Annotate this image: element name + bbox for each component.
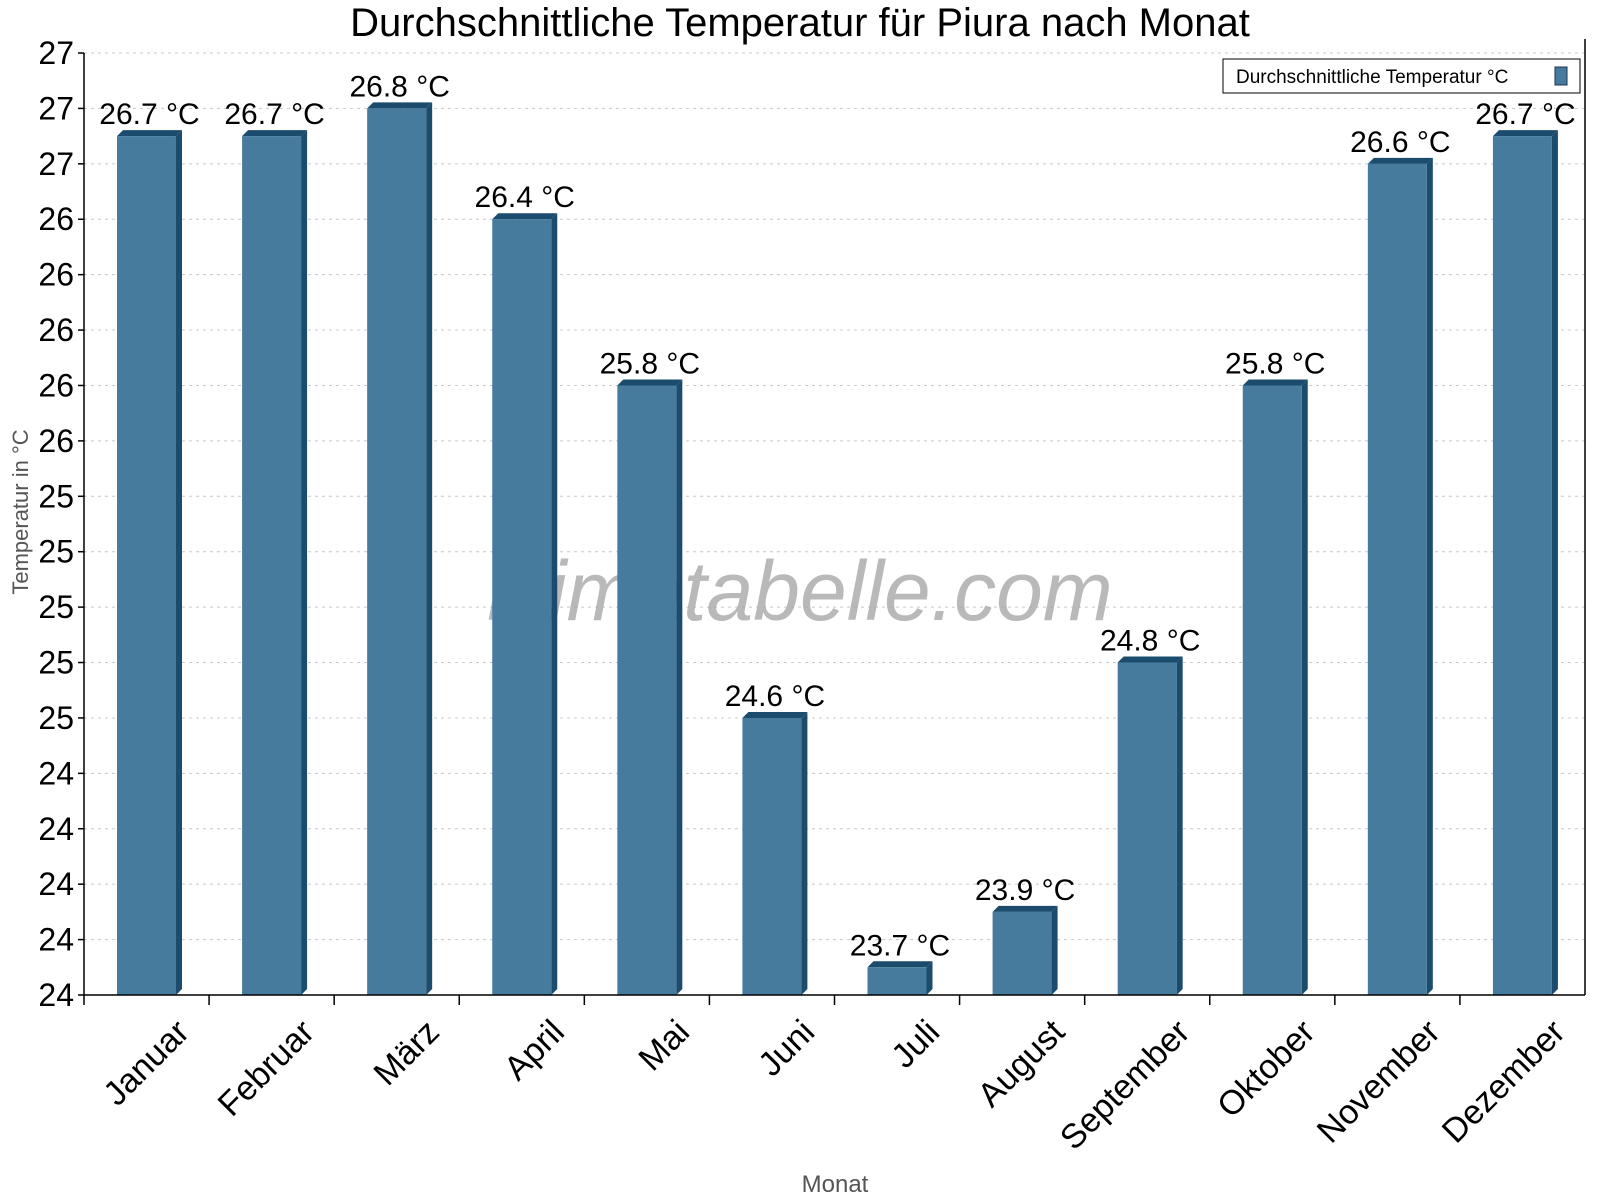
bar [117,136,176,995]
bar [1492,136,1552,995]
grid-lines [84,52,1585,941]
value-label: 26.6 °C [1350,126,1450,159]
bar-top [1242,379,1308,386]
bar-side [926,961,933,995]
x-tick-label: Mai [631,1013,697,1079]
x-tick-label: Oktober [1210,1013,1322,1125]
bar [492,219,552,995]
bar-side [801,711,808,995]
y-tick-label: 24 [38,811,74,847]
value-label: 24.8 °C [1100,625,1200,658]
x-tick-label: November [1310,1013,1448,1151]
bar-top [117,130,182,137]
y-tick-label: 24 [38,922,74,958]
value-label: 26.7 °C [224,98,324,131]
legend-swatch [1554,66,1568,86]
bar-top [492,213,558,220]
bar-side [1051,905,1058,995]
value-label: 25.8 °C [1225,347,1325,380]
x-tick-label: Juli [884,1013,947,1076]
legend: Durchschnittliche Temperatur °C [1222,58,1581,94]
bar-top [1117,656,1183,663]
bar-side [1301,379,1308,995]
bar-top [742,711,808,718]
x-tick-label: Dezember [1435,1013,1573,1151]
bar-top [992,905,1058,912]
y-tick-label: 25 [38,700,74,736]
bar-side [676,379,683,995]
legend-label: Durchschnittliche Temperatur °C [1236,67,1508,88]
y-tick-label: 25 [38,589,74,625]
x-tick-label: September [1053,1013,1197,1157]
bar-top [867,961,933,968]
bar-side [1551,130,1558,995]
bar-top [1492,130,1558,137]
y-axis-label: Temperatur in °C [8,429,33,594]
bar [242,136,302,995]
y-tick-label: 26 [38,257,74,293]
x-tick-label: Juni [751,1013,822,1084]
bars [117,102,1558,996]
bar [1117,662,1177,995]
x-tick-label: August [971,1012,1073,1114]
bar-side [176,130,182,995]
x-tick-label: April [497,1013,572,1088]
y-tick-label: 24 [38,977,74,1013]
bar [367,108,427,996]
legend-box [1222,58,1581,94]
y-tick-label: 27 [38,90,74,126]
axes [78,39,1586,1005]
x-tick-label: März [367,1013,447,1093]
y-tick-label: 25 [38,534,74,570]
y-tick-label: 26 [38,367,74,403]
y-tick-label: 24 [38,866,74,902]
y-tick-label: 27 [38,146,74,182]
bar-top [617,379,683,386]
value-label: 26.7 °C [99,98,199,131]
watermark: klimatabelle.com [487,544,1113,638]
value-label: 23.7 °C [850,929,950,962]
bar [1242,385,1302,995]
bar-side [301,130,308,995]
y-tick-label: 26 [38,312,74,348]
y-tick-label: 26 [38,423,74,459]
value-label: 25.8 °C [600,347,700,380]
bar [867,967,927,995]
value-label: 24.6 °C [725,680,825,713]
y-tick-label: 25 [38,478,74,514]
y-tick-labels: 24 24 24 24 24 25 25 25 25 25 26 26 26 26 26 27 27 27 [38,35,74,1013]
bar-top [367,102,433,109]
bar-side [1176,656,1183,995]
bar-top [242,130,308,137]
x-tick-labels: Januar Februar März April Mai Juni Juli AugustS… [96,1012,1572,1157]
bar [1367,163,1427,995]
value-label: 26.7 °C [1475,98,1575,131]
x-axis-label: Monat [802,1171,869,1198]
chart-title: Durchschnittliche Temperatur für Piura n… [350,1,1250,45]
y-tick-label: 24 [38,755,74,791]
value-label: 26.8 °C [349,70,449,103]
bar [992,911,1052,995]
bar [742,717,802,995]
bar-side [1426,157,1433,995]
bar-side [551,213,558,995]
x-tick-label: Februar [211,1013,322,1124]
value-label: 26.4 °C [475,181,575,214]
y-tick-label: 27 [38,35,74,71]
bar-side [426,102,433,996]
value-labels: 26.7 °C 26.7 °C 26.8 °C 26.4 °C 25.8 °C 24.6 … [99,70,1575,962]
y-tick-label: 26 [38,201,74,237]
bar-top [1367,157,1433,164]
y-tick-label: 25 [38,645,74,681]
value-label: 23.9 °C [975,874,1075,907]
x-tick-label: Januar [96,1013,196,1113]
bar [617,385,677,995]
